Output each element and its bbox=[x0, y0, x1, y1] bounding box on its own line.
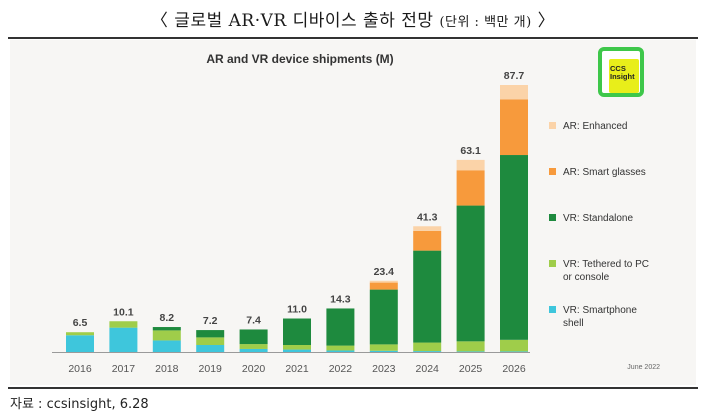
total-label-2018: 8.2 bbox=[159, 312, 174, 324]
legend-swatch-0 bbox=[549, 122, 556, 129]
bar-segment-2022-2 bbox=[326, 308, 355, 346]
legend-label-1: AR: Smart glasses bbox=[563, 167, 646, 178]
bar-segment-2024-0 bbox=[413, 351, 442, 352]
logo-text: CCS Insight bbox=[610, 65, 635, 81]
legend-swatch-2 bbox=[549, 214, 556, 221]
bar-segment-2025-0 bbox=[456, 351, 485, 352]
x-tick-label-2023: 2023 bbox=[372, 363, 396, 375]
total-label-2026: 87.7 bbox=[504, 70, 525, 82]
bar-segment-2023-1 bbox=[369, 344, 398, 351]
bar-segment-2020-2 bbox=[239, 329, 268, 345]
bar-segment-2016-0 bbox=[66, 335, 94, 352]
heading-title: 〈 글로벌 AR·VR 디바이스 출하 전망 bbox=[150, 11, 434, 31]
bar-segment-2020-1 bbox=[239, 344, 268, 349]
total-label-2017: 10.1 bbox=[113, 306, 134, 318]
bar-segment-2020-0 bbox=[239, 348, 268, 352]
bar-segment-2026-1 bbox=[500, 339, 528, 352]
x-tick-label-2025: 2025 bbox=[459, 363, 483, 375]
legend-label-2: VR: Standalone bbox=[563, 213, 633, 224]
bar-segment-2019-0 bbox=[196, 344, 225, 352]
legend-label-0: AR: Enhanced bbox=[563, 121, 628, 132]
legend-swatch-4 bbox=[549, 306, 556, 313]
bar-segment-2023-2 bbox=[369, 289, 398, 345]
legend-swatch-1 bbox=[549, 168, 556, 175]
bar-segment-2018-2 bbox=[152, 327, 181, 331]
x-tick-label-2021: 2021 bbox=[285, 363, 309, 375]
bar-segment-2023-4 bbox=[369, 280, 398, 283]
total-label-2016: 6.5 bbox=[73, 317, 88, 329]
bar-segment-2022-1 bbox=[326, 345, 355, 351]
total-label-2019: 7.2 bbox=[203, 315, 218, 327]
ccs-insight-logo: CCS Insight bbox=[598, 47, 644, 97]
heading-unit: (단위 : 백만 개) bbox=[439, 15, 532, 30]
total-label-2024: 41.3 bbox=[417, 211, 438, 223]
heading-close: 〉 bbox=[537, 11, 556, 31]
legend-label-3: VR: Tethered to PC bbox=[563, 259, 649, 270]
bar-segment-2019-1 bbox=[196, 337, 225, 345]
source-note: 자료 : ccsinsight, 6.28 bbox=[10, 397, 149, 412]
legend-swatch-3 bbox=[549, 260, 556, 267]
bar-segment-2024-2 bbox=[413, 250, 442, 343]
bar-segment-2025-3 bbox=[456, 170, 485, 206]
bar-segment-2026-0 bbox=[500, 351, 528, 352]
bottom-rule bbox=[8, 387, 698, 389]
bar-segment-2021-0 bbox=[283, 349, 311, 352]
total-label-2020: 7.4 bbox=[246, 314, 261, 326]
x-tick-label-2016: 2016 bbox=[68, 363, 92, 375]
bar-segment-2025-4 bbox=[456, 159, 485, 171]
bar-segment-2025-1 bbox=[456, 341, 485, 352]
bar-segment-2019-2 bbox=[196, 330, 225, 338]
x-tick-label-2019: 2019 bbox=[199, 363, 223, 375]
bar-segment-2021-2 bbox=[283, 318, 311, 345]
x-tick-label-2024: 2024 bbox=[416, 363, 440, 375]
x-tick-label-2026: 2026 bbox=[502, 363, 526, 375]
bar-segment-2023-0 bbox=[369, 350, 398, 352]
bar-segment-2023-3 bbox=[369, 282, 398, 290]
bar-segment-2024-4 bbox=[413, 226, 442, 231]
legend-label-4: VR: Smartphone bbox=[563, 305, 637, 316]
bar-segment-2024-1 bbox=[413, 342, 442, 352]
bar-segment-2017-1 bbox=[109, 321, 138, 328]
bar-segment-2022-0 bbox=[326, 350, 355, 352]
x-tick-label-2017: 2017 bbox=[112, 363, 136, 375]
x-tick-label-2022: 2022 bbox=[329, 363, 353, 375]
legend-label-3-line2: or console bbox=[563, 272, 610, 283]
logo-line-2: Insight bbox=[610, 72, 635, 81]
bar-segment-2017-0 bbox=[109, 327, 138, 352]
bar-segment-2018-1 bbox=[152, 330, 181, 341]
total-label-2025: 63.1 bbox=[460, 145, 481, 157]
x-tick-label-2020: 2020 bbox=[242, 363, 266, 375]
bar-segment-2021-1 bbox=[283, 344, 311, 350]
total-label-2022: 14.3 bbox=[330, 293, 351, 305]
total-label-2021: 11.0 bbox=[287, 304, 307, 316]
total-label-2023: 23.4 bbox=[374, 266, 395, 278]
bar-segment-2026-2 bbox=[500, 155, 528, 340]
bar-segment-2018-0 bbox=[152, 340, 181, 352]
bar-segment-2026-4 bbox=[500, 85, 528, 100]
top-rule bbox=[8, 37, 698, 39]
chart-title: AR and VR device shipments (M) bbox=[206, 52, 393, 66]
bar-segment-2026-3 bbox=[500, 99, 528, 156]
bar-segment-2025-2 bbox=[456, 205, 485, 342]
bar-segment-2016-1 bbox=[66, 332, 94, 336]
bar-segment-2024-3 bbox=[413, 230, 442, 251]
logo-line-1: CCS bbox=[610, 64, 626, 73]
x-tick-label-2018: 2018 bbox=[155, 363, 179, 375]
page-heading: 〈 글로벌 AR·VR 디바이스 출하 전망 (단위 : 백만 개) 〉 bbox=[0, 6, 706, 31]
logo-inner-square bbox=[609, 59, 639, 93]
date-footnote: June 2022 bbox=[627, 364, 660, 371]
legend-label-4-line2: shell bbox=[563, 318, 584, 329]
